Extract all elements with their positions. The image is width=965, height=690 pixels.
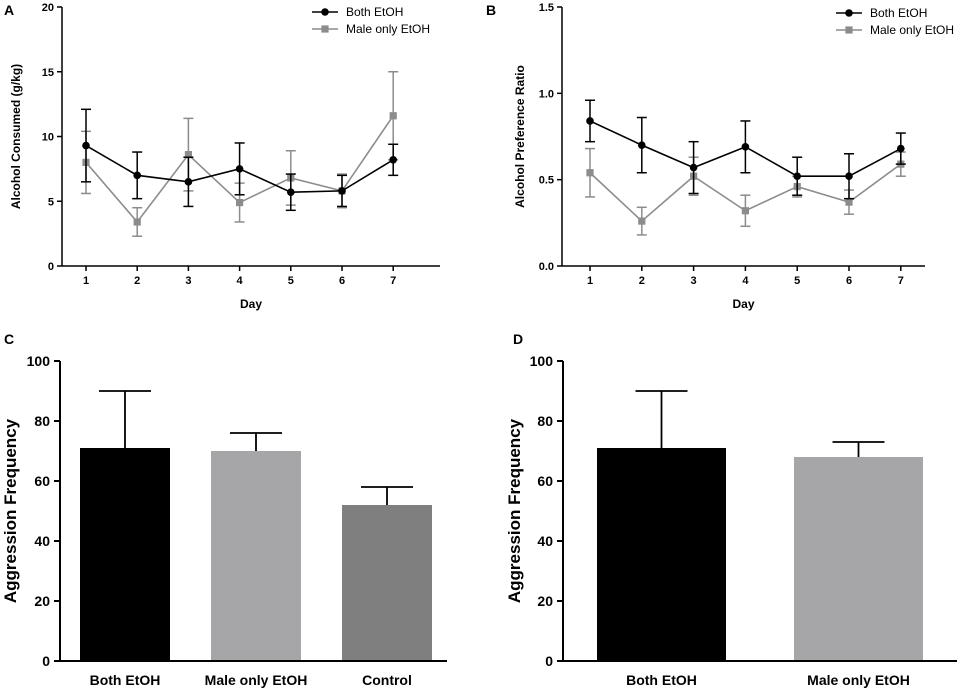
panel-letter-d: D [513, 331, 523, 347]
legend-item-male-only-etoh: Male only EtOH [312, 22, 430, 36]
x-tick-label: 3 [691, 275, 697, 287]
x-category-label: Control [362, 672, 412, 688]
data-point [741, 207, 749, 215]
y-tick-label: 10 [42, 132, 54, 144]
y-axis-title: Alcohol Consumed (g/kg) [9, 64, 23, 209]
y-tick-label: 1.0 [539, 88, 554, 100]
legend-marker [845, 9, 853, 17]
y-tick-label: 15 [42, 67, 54, 79]
panel-c-bar-chart: Both EtOH Male only EtOH Control 0 20 40 60 80 1… [1, 353, 447, 688]
y-tick-label: 100 [530, 353, 554, 369]
y-tick-label: 0 [42, 653, 50, 669]
data-point [741, 143, 750, 151]
y-tick-label: 20 [34, 593, 50, 609]
x-tick-label: 6 [846, 275, 852, 287]
y-axis-title: Aggression Frequency [505, 418, 524, 603]
data-point [184, 151, 192, 159]
y-tick-label: 100 [27, 353, 51, 369]
legend-marker [845, 26, 853, 34]
data-point [133, 171, 141, 180]
data-point [287, 188, 295, 196]
x-tick-label: 5 [288, 275, 294, 287]
y-axis-title: Aggression Frequency [1, 418, 20, 603]
x-category-label: Both EtOH [626, 672, 697, 688]
x-tick-label: 4 [237, 275, 244, 287]
panel-letter-a: A [4, 2, 14, 18]
y-tick-label: 1.5 [539, 2, 554, 14]
legend-item-both-etoh: Both EtOH [836, 6, 927, 20]
data-point [338, 187, 346, 195]
bar-both-etoh [597, 448, 726, 661]
bar-both-etoh [80, 448, 170, 661]
data-point [586, 117, 594, 125]
y-tick-label: 0.0 [539, 261, 554, 273]
data-point [236, 198, 244, 207]
x-tick-label: 6 [339, 275, 345, 287]
legend-label: Male only EtOH [870, 23, 954, 37]
data-point [389, 112, 397, 120]
legend-label: Male only EtOH [346, 22, 430, 36]
data-point [845, 198, 853, 206]
data-point [235, 165, 244, 173]
y-tick-label: 60 [537, 473, 553, 489]
data-point [638, 217, 646, 225]
x-tick-label: 2 [639, 275, 645, 287]
data-point [82, 141, 90, 150]
y-tick-label: 40 [537, 533, 553, 549]
y-tick-label: 60 [34, 473, 50, 489]
series-both-etoh [81, 108, 399, 212]
x-axis-title: Day [240, 297, 262, 311]
x-category-label: Both EtOH [90, 672, 161, 688]
x-tick-label: 7 [390, 275, 396, 287]
data-point [133, 218, 141, 226]
data-point [793, 172, 801, 181]
panel-letter-b: B [486, 2, 496, 18]
legend-marker [321, 8, 329, 16]
panel-a-line-chart: 0 5 10 15 20 1 2 3 4 5 6 7 Day Alcohol Consumed (g/kg… [9, 2, 440, 311]
y-tick-label: 5 [48, 196, 54, 208]
panel-d-bar-chart: Both EtOH Male only EtOH 0 20 40 60 80 100 Aggre… [505, 353, 957, 688]
x-tick-label: 5 [794, 275, 800, 287]
bar-male-only-etoh [211, 451, 301, 661]
legend-item-both-etoh: Both EtOH [312, 5, 403, 19]
bar-male-only-etoh [794, 457, 923, 661]
x-axis-title: Day [732, 297, 754, 311]
data-point [389, 156, 398, 164]
data-point [184, 178, 193, 186]
series-both-etoh [585, 99, 906, 200]
x-category-label: Male only EtOH [205, 672, 308, 688]
y-tick-label: 80 [34, 413, 50, 429]
legend-item-male-only-etoh: Male only EtOH [836, 23, 954, 37]
y-tick-label: 0 [545, 653, 553, 669]
y-tick-label: 20 [537, 593, 553, 609]
data-point [638, 141, 646, 149]
legend-label: Both EtOH [346, 5, 403, 19]
panel-b-line-chart: 0.0 0.5 1.0 1.5 1 2 3 4 5 6 7 Day Alcohol Preference… [513, 2, 954, 311]
x-tick-label: 4 [742, 275, 749, 287]
data-point [845, 172, 853, 181]
data-point [897, 144, 905, 153]
x-tick-label: 1 [587, 275, 593, 287]
bar-control [342, 505, 432, 661]
data-point [689, 163, 698, 172]
y-tick-label: 0.5 [539, 175, 554, 187]
panel-letter-c: C [4, 331, 14, 347]
x-category-label: Male only EtOH [807, 672, 910, 688]
y-tick-label: 0 [48, 261, 54, 273]
x-tick-label: 1 [83, 275, 89, 287]
x-tick-label: 7 [898, 275, 904, 287]
x-tick-label: 2 [134, 275, 140, 287]
y-axis-title: Alcohol Preference Ratio [513, 65, 527, 208]
x-tick-label: 3 [185, 275, 191, 287]
y-tick-label: 20 [42, 2, 54, 14]
data-point [586, 169, 594, 177]
y-tick-label: 40 [34, 533, 50, 549]
legend-marker [321, 25, 329, 33]
legend-label: Both EtOH [870, 6, 927, 20]
y-tick-label: 80 [537, 413, 553, 429]
